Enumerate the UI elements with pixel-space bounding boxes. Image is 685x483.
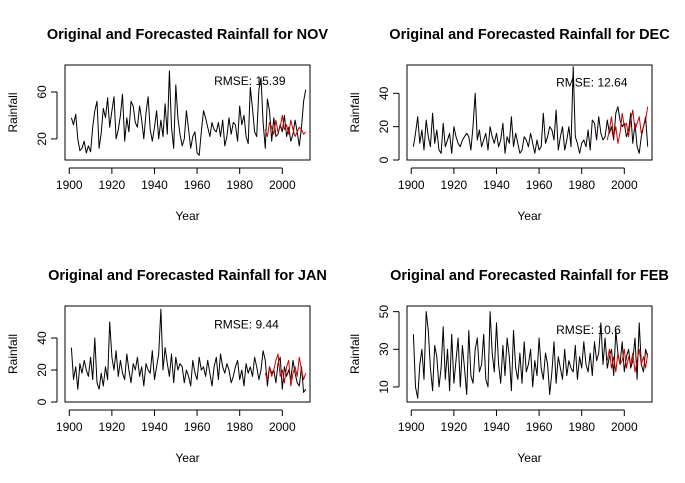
series-original-line [70, 70, 307, 156]
series-forecast-line [264, 353, 307, 387]
x-tick-label: 1940 [483, 420, 510, 434]
plot-frame [406, 305, 653, 403]
y-axis-label: Rainfall [6, 334, 20, 374]
x-tick-label: 1900 [56, 178, 83, 192]
y-tick-label: 50 [377, 305, 391, 319]
x-tick-label: 1960 [184, 420, 211, 434]
x-axis-label: Year [517, 451, 541, 465]
x-tick-label: 1900 [398, 420, 425, 434]
y-tick-label: 0 [35, 398, 49, 405]
y-axis-label: Rainfall [6, 92, 20, 132]
chart-panel-3: Original and Forecasted Rainfall for FEB… [348, 268, 669, 465]
x-tick-label: 1980 [568, 420, 595, 434]
x-tick-label: 2000 [269, 420, 296, 434]
x-tick-label: 1980 [226, 420, 253, 434]
series-forecast-line [264, 114, 307, 137]
x-tick-label: 1940 [483, 178, 510, 192]
y-tick-label: 30 [377, 342, 391, 356]
plot-frame [64, 64, 311, 161]
x-axis-label: Year [175, 209, 199, 223]
x-tick-label: 1920 [441, 420, 468, 434]
x-tick-label: 1960 [526, 178, 553, 192]
chart-panel-0: Original and Forecasted Rainfall for NOV… [6, 27, 328, 223]
rmse-annotation: RMSE: 12.64 [556, 76, 628, 90]
x-tick-label: 2000 [611, 178, 638, 192]
x-tick-label: 1980 [226, 178, 253, 192]
chart-title: Original and Forecasted Rainfall for DEC [389, 27, 670, 43]
y-axis-label: Rainfall [348, 334, 362, 374]
chart-panel-1: Original and Forecasted Rainfall for DEC… [348, 27, 670, 223]
series-forecast-line [606, 106, 649, 144]
x-tick-label: 1960 [184, 178, 211, 192]
plot-frame [64, 305, 311, 403]
x-tick-label: 1920 [99, 178, 126, 192]
y-axis-label: Rainfall [348, 92, 362, 132]
x-tick-label: 1960 [526, 420, 553, 434]
x-tick-label: 1900 [56, 420, 83, 434]
x-tick-label: 1940 [141, 178, 168, 192]
series-original-line [412, 311, 649, 399]
x-tick-label: 1920 [441, 178, 468, 192]
y-tick-label: 40 [35, 331, 49, 345]
y-tick-label: 10 [377, 380, 391, 394]
y-tick-label: 40 [377, 86, 391, 100]
chart-title: Original and Forecasted Rainfall for JAN [48, 268, 327, 284]
y-tick-label: 20 [35, 132, 49, 146]
y-tick-label: 20 [377, 120, 391, 134]
rmse-annotation: RMSE: 15.39 [214, 74, 286, 88]
chart-panel-2: Original and Forecasted Rainfall for JAN… [6, 268, 327, 465]
x-tick-label: 2000 [269, 178, 296, 192]
x-axis-label: Year [517, 209, 541, 223]
x-tick-label: 1920 [99, 420, 126, 434]
x-axis-label: Year [175, 451, 199, 465]
rmse-annotation: RMSE: 10.6 [556, 323, 621, 337]
y-tick-label: 20 [35, 363, 49, 377]
rmse-annotation: RMSE: 9.44 [214, 317, 279, 331]
chart-title: Original and Forecasted Rainfall for NOV [47, 27, 329, 43]
plot-frame [406, 64, 653, 161]
x-tick-label: 1900 [398, 178, 425, 192]
x-tick-label: 1940 [141, 420, 168, 434]
x-tick-label: 1980 [568, 178, 595, 192]
x-tick-label: 2000 [611, 420, 638, 434]
series-original-line [412, 66, 649, 154]
y-tick-label: 60 [35, 85, 49, 99]
y-tick-label: 0 [377, 156, 391, 163]
chart-title: Original and Forecasted Rainfall for FEB [390, 268, 669, 284]
series-forecast-line [606, 348, 649, 373]
